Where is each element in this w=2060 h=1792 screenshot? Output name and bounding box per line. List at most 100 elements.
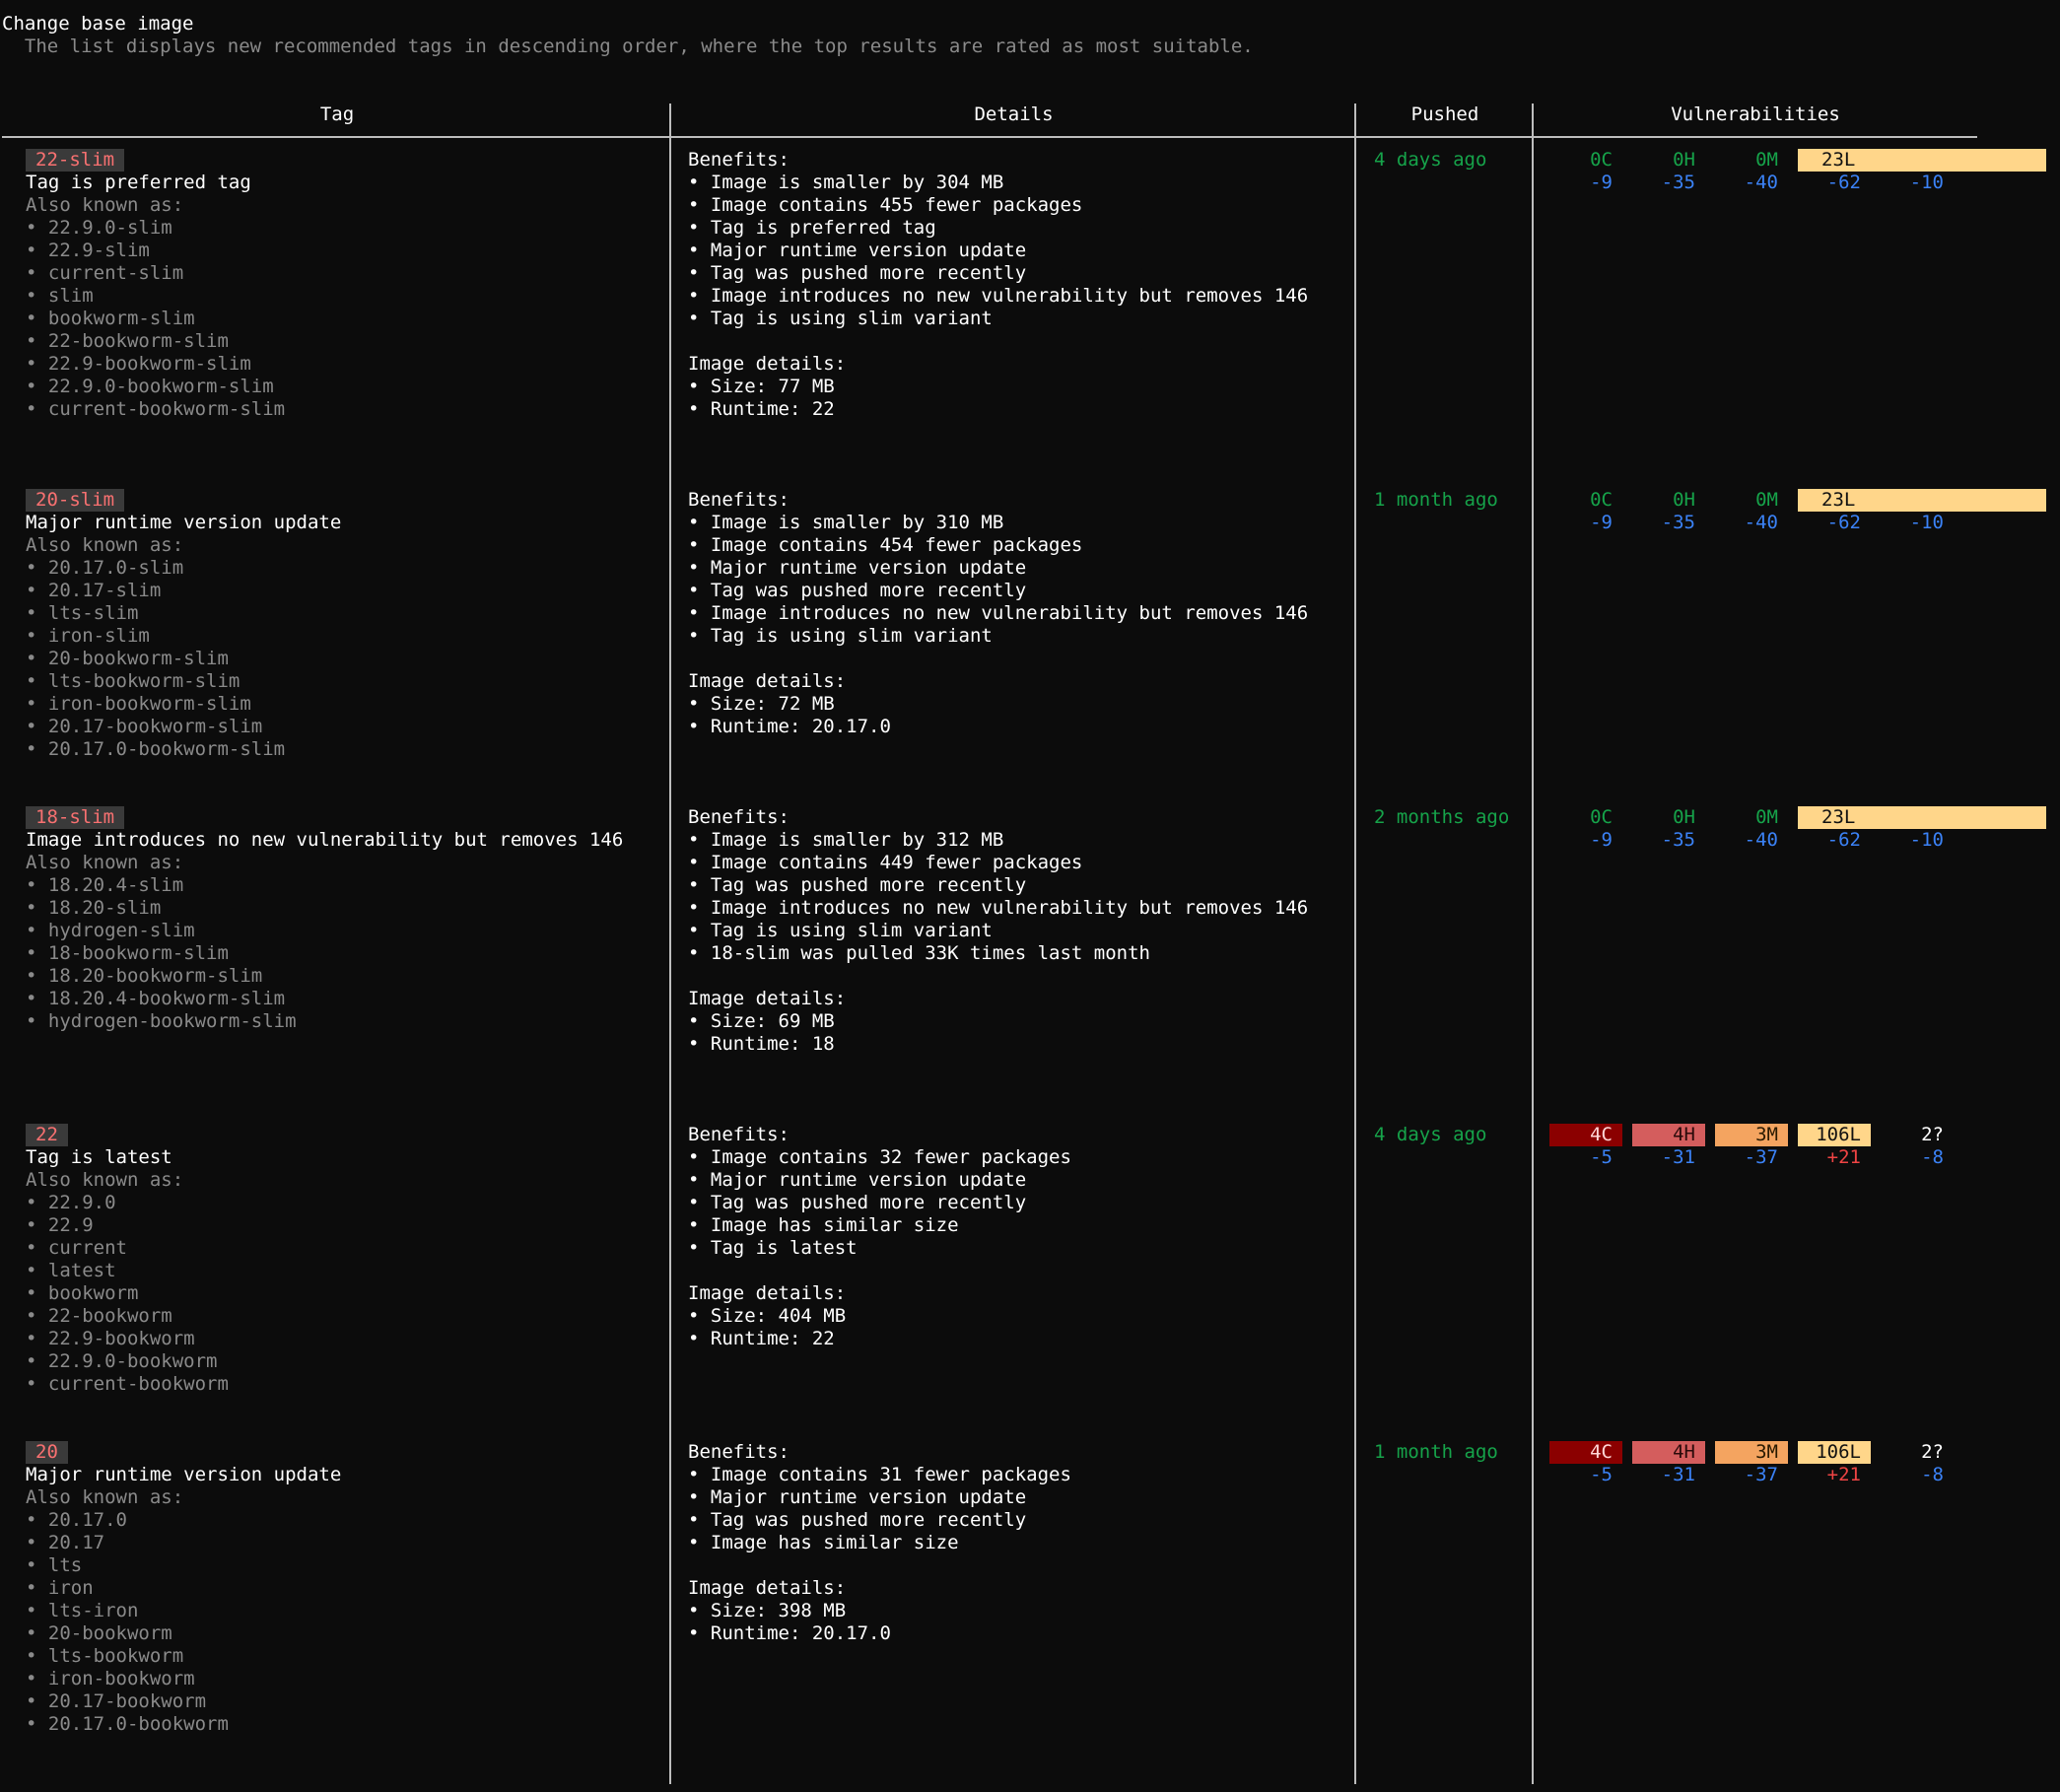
tag-reason: Tag is preferred tag [26, 172, 251, 193]
tag-name-chip[interactable]: 22 [26, 1124, 68, 1146]
benefit-item: • Image contains 31 fewer packages [688, 1464, 1071, 1485]
benefit-item: • Image is smaller by 312 MB [688, 829, 1004, 851]
alias-item: • bookworm-slim [26, 308, 195, 329]
tag-chip-line: 22-slim [26, 149, 285, 172]
tag-chip-line: 18-slim [26, 806, 623, 829]
alias-item: • 20.17-slim [26, 580, 162, 601]
column-header-details: Details [974, 103, 1054, 125]
alias-item: • lts-bookworm [26, 1645, 184, 1667]
benefit-item: • Tag is using slim variant [688, 308, 993, 329]
vuln-delta-medium: -40 [1744, 512, 1778, 533]
image-details-label: Image details: [688, 670, 847, 692]
alias-item: • 22.9-bookworm [26, 1328, 195, 1349]
image-details-label: Image details: [688, 1282, 847, 1304]
pushed-date: 2 months ago [1374, 806, 1510, 828]
vuln-count-medium: 3M [1715, 1124, 1788, 1146]
also-known-as-label: Also known as: [26, 1169, 184, 1191]
tag-column: 22 Tag is latest Also known as: • 22.9.0 • 2… [26, 1124, 229, 1396]
tag-column: 18-slim Image introduces no new vulnerabi… [26, 806, 623, 1033]
alias-item: • 18.20-slim [26, 897, 162, 919]
tag-chip-line: 20 [26, 1441, 341, 1464]
benefit-item: • Tag was pushed more recently [688, 874, 1027, 896]
alias-item: • 22.9 [26, 1214, 94, 1236]
tag-name-chip[interactable]: 20 [26, 1441, 68, 1464]
tag-name-chip[interactable]: 20-slim [26, 489, 125, 512]
also-known-as-label: Also known as: [26, 194, 184, 216]
alias-item: • lts-slim [26, 602, 139, 624]
column-header-tag: Tag [319, 103, 355, 125]
image-detail-item: • Size: 69 MB [688, 1010, 835, 1032]
pushed-date: 4 days ago [1374, 149, 1487, 171]
also-known-as-label: Also known as: [26, 852, 184, 873]
alias-item: • 22.9.0-bookworm [26, 1350, 218, 1372]
benefit-item: • Image is smaller by 310 MB [688, 512, 1004, 533]
alias-item: • 22.9-bookworm-slim [26, 353, 251, 375]
image-details-label: Image details: [688, 1577, 847, 1599]
vuln-count-medium: 0M [1755, 806, 1778, 828]
vuln-delta-critical: -9 [1590, 172, 1613, 193]
alias-item: • 22.9.0 [26, 1192, 116, 1213]
pushed-date: 1 month ago [1374, 489, 1498, 511]
details-spacer [688, 1260, 1071, 1282]
alias-item: • current-bookworm [26, 1373, 229, 1395]
tag-name-chip[interactable]: 22-slim [26, 149, 125, 172]
header-divider [2, 136, 1977, 138]
vuln-delta-unspecified: -8 [1921, 1464, 1944, 1485]
alias-item: • hydrogen-slim [26, 920, 195, 941]
vuln-delta-critical: -5 [1590, 1464, 1613, 1485]
vuln-delta-high: -35 [1661, 512, 1695, 533]
vuln-delta-critical: -5 [1590, 1146, 1613, 1168]
alias-item: • 18.20.4-slim [26, 874, 184, 896]
alias-item: • 22.9.0-bookworm-slim [26, 376, 274, 397]
vuln-count-high: 4H [1632, 1441, 1705, 1464]
tag-reason: Image introduces no new vulnerability bu… [26, 829, 624, 851]
alias-item: • 20.17 [26, 1532, 105, 1553]
details-column: Benefits: • Image contains 32 fewer packa… [688, 1124, 1071, 1350]
also-known-as-label: Also known as: [26, 534, 184, 556]
alias-item: • 22.9.0-slim [26, 217, 172, 239]
also-known-as-label: Also known as: [26, 1486, 184, 1508]
column-header-pushed: Pushed [1410, 103, 1479, 125]
benefit-item: • Tag is preferred tag [688, 217, 936, 239]
alias-item: • 20.17.0 [26, 1509, 127, 1531]
vuln-delta-unspecified: -10 [1909, 172, 1944, 193]
image-detail-item: • Runtime: 20.17.0 [688, 1622, 891, 1644]
vuln-count-low: 23L [1798, 806, 2046, 829]
vuln-delta-unspecified: -8 [1921, 1146, 1944, 1168]
vuln-delta-medium: -40 [1744, 829, 1778, 851]
vuln-count-medium: 3M [1715, 1441, 1788, 1464]
vuln-count-critical: 4C [1549, 1441, 1622, 1464]
tag-reason: Major runtime version update [26, 512, 342, 533]
alias-item: • 18-bookworm-slim [26, 942, 229, 964]
image-detail-item: • Runtime: 18 [688, 1033, 835, 1055]
vuln-delta-low: +21 [1826, 1146, 1861, 1168]
alias-item: • 20.17-bookworm-slim [26, 716, 263, 737]
benefits-label: Benefits: [688, 489, 790, 511]
alias-item: • iron [26, 1577, 94, 1599]
benefit-item: • Image has similar size [688, 1214, 959, 1236]
alias-item: • 22-bookworm [26, 1305, 172, 1327]
alias-item: • 20-bookworm-slim [26, 648, 229, 669]
vuln-count-unspecified [1881, 149, 1954, 172]
vuln-delta-low: -62 [1826, 512, 1861, 533]
tag-column: 20-slim Major runtime version update Also … [26, 489, 341, 761]
details-spacer [688, 1554, 1071, 1577]
alias-item: • 20.17.0-slim [26, 557, 184, 579]
benefit-item: • Image contains 449 fewer packages [688, 852, 1083, 873]
tag-reason: Major runtime version update [26, 1464, 342, 1485]
column-divider-3 [1532, 103, 1534, 1784]
benefit-item: • Image contains 455 fewer packages [688, 194, 1083, 216]
alias-item: • 22-bookworm-slim [26, 330, 229, 352]
benefits-label: Benefits: [688, 1124, 790, 1145]
benefit-item: • Tag is latest [688, 1237, 858, 1259]
alias-item: • iron-bookworm-slim [26, 693, 251, 715]
vuln-count-unspecified [1881, 489, 1954, 512]
vuln-count-critical: 4C [1549, 1124, 1622, 1146]
benefit-item: • Image introduces no new vulnerability … [688, 285, 1309, 307]
tag-name-chip[interactable]: 18-slim [26, 806, 125, 829]
alias-item: • bookworm [26, 1282, 139, 1304]
vuln-count-low: 106L [1798, 1441, 1871, 1464]
alias-item: • 22.9-slim [26, 240, 150, 261]
benefit-item: • Tag was pushed more recently [688, 580, 1027, 601]
vuln-count-low: 23L [1798, 489, 2046, 512]
